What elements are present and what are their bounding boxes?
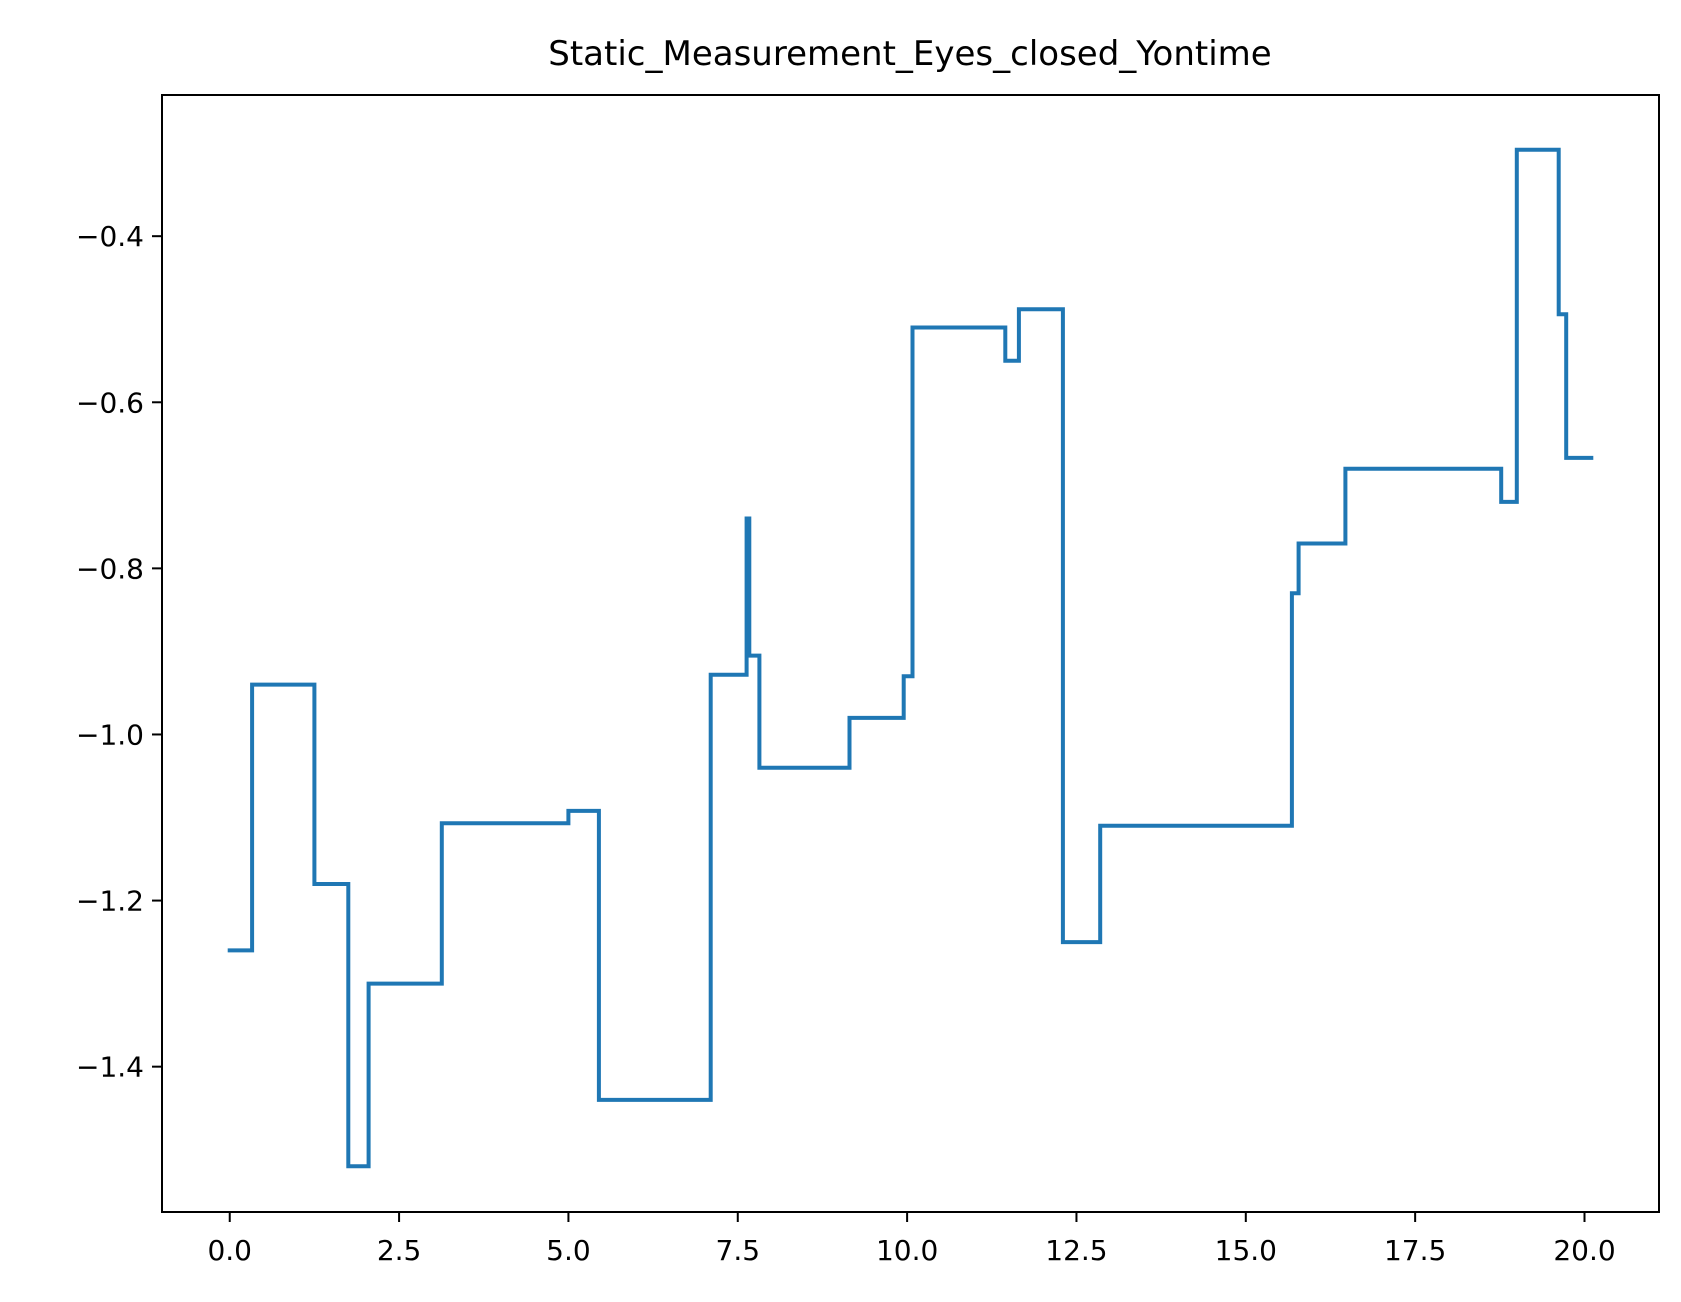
plot-area <box>227 147 1594 1169</box>
x-tick-label: 15.0 <box>1215 1234 1277 1267</box>
x-axis: 0.0 2.5 5.0 7.5 10.0 12.5 15.0 17.5 20.0 <box>207 1212 1616 1267</box>
y-axis: −0.4 −0.6 −0.8 −1.0 −1.2 −1.4 <box>76 220 162 1084</box>
y-tick-label: −1.4 <box>76 1051 144 1084</box>
y-tick-label: −0.6 <box>76 386 144 419</box>
y-tick-label: −1.2 <box>76 885 144 918</box>
x-tick-label: 17.5 <box>1384 1234 1446 1267</box>
x-tick-label: 2.5 <box>377 1234 422 1267</box>
x-tick-label: 5.0 <box>546 1234 591 1267</box>
axes-frame <box>161 94 1660 1213</box>
x-tick-label: 12.5 <box>1045 1234 1107 1267</box>
series-line-0 <box>227 147 1594 1169</box>
y-tick-label: −0.4 <box>76 220 144 253</box>
y-tick-label: −1.0 <box>76 718 144 751</box>
x-tick-label: 0.0 <box>207 1234 252 1267</box>
x-tick-label: 7.5 <box>716 1234 761 1267</box>
x-tick-label: 20.0 <box>1553 1234 1615 1267</box>
y-tick-label: −0.8 <box>76 552 144 585</box>
chart-title: Static_Measurement_Eyes_closed_Yontime <box>548 34 1271 74</box>
x-tick-label: 10.0 <box>876 1234 938 1267</box>
